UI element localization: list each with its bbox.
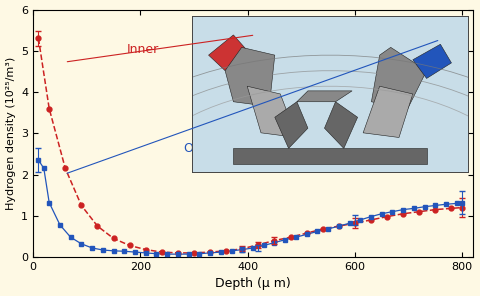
Y-axis label: Hydrogen density (10²⁵/m³): Hydrogen density (10²⁵/m³) — [6, 57, 15, 210]
X-axis label: Depth (μ m): Depth (μ m) — [215, 277, 291, 290]
Text: JT-60 W-shaped divertor: JT-60 W-shaped divertor — [345, 159, 462, 169]
Polygon shape — [225, 47, 275, 106]
Polygon shape — [208, 35, 247, 71]
Polygon shape — [247, 86, 297, 137]
Polygon shape — [363, 86, 413, 137]
Polygon shape — [297, 91, 352, 102]
Text: Outer: Outer — [183, 142, 219, 155]
Polygon shape — [275, 102, 308, 148]
Polygon shape — [413, 44, 451, 78]
Polygon shape — [324, 102, 358, 148]
Text: Inner: Inner — [127, 43, 159, 56]
Polygon shape — [233, 148, 427, 164]
Polygon shape — [372, 47, 427, 110]
